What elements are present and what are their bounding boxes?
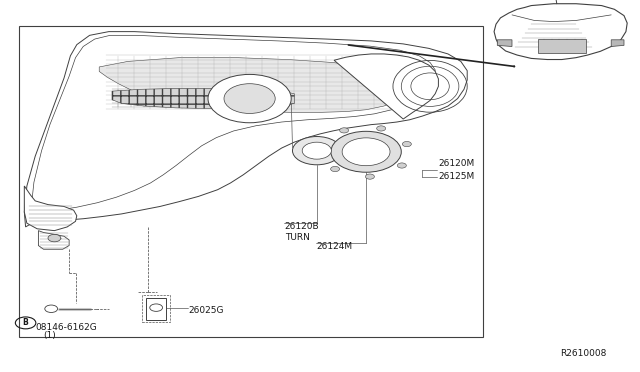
Text: B: B [23,318,28,327]
Circle shape [302,142,332,159]
Circle shape [48,234,61,242]
Circle shape [365,174,374,179]
Text: 26025G: 26025G [189,306,224,315]
Polygon shape [24,186,77,231]
Polygon shape [38,231,69,249]
Text: 26125M: 26125M [438,172,475,181]
Bar [146,298,166,320]
Circle shape [331,131,401,172]
Polygon shape [112,89,294,109]
Text: 26120M: 26120M [438,159,475,168]
Text: 26120B: 26120B [285,222,319,231]
Circle shape [340,128,349,133]
Polygon shape [99,58,406,112]
Circle shape [208,74,291,123]
Circle shape [292,137,341,165]
Text: R2610008: R2610008 [560,349,606,358]
Circle shape [319,146,328,151]
Circle shape [397,163,406,168]
Bar [142,295,170,322]
Polygon shape [611,40,624,46]
Bar [538,39,586,53]
Polygon shape [24,32,467,227]
Bar [19,26,483,337]
Polygon shape [497,40,512,46]
Circle shape [224,84,275,113]
Circle shape [45,305,58,312]
Text: TURN: TURN [285,233,310,242]
Polygon shape [334,54,438,119]
Circle shape [377,126,386,131]
Circle shape [342,138,390,166]
Circle shape [403,141,412,147]
Text: 26124M: 26124M [317,242,353,251]
Text: 08146-6162G: 08146-6162G [35,323,97,332]
Text: (1): (1) [44,331,56,340]
Circle shape [331,166,340,171]
